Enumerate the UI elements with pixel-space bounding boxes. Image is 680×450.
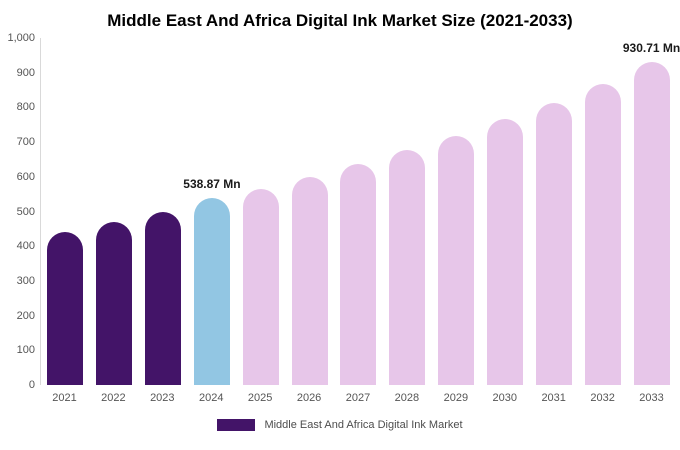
y-tick-label: 0 <box>28 379 35 391</box>
bar-2031 <box>535 102 572 385</box>
chart-title: Middle East And Africa Digital Ink Marke… <box>107 11 573 30</box>
bar-slot <box>236 38 285 385</box>
y-tick-label: 400 <box>16 240 35 253</box>
x-tick-label: 2021 <box>52 392 77 404</box>
x-axis: 2021 2022 2023 2024 2025 2026 2027 2028 2029 2030… <box>40 392 676 404</box>
bar-2030 <box>487 119 524 385</box>
y-tick-label: 200 <box>16 309 35 322</box>
bar-2025 <box>242 188 279 385</box>
data-label: 930.71 Mn <box>622 41 680 56</box>
legend-label: Middle East And Africa Digital Ink Marke… <box>264 419 463 431</box>
y-axis: 1,000 900 800 700 600 500 400 300 200 100 0 <box>2 32 40 391</box>
bar-slot <box>90 38 139 385</box>
x-tick-label: 2024 <box>198 392 224 404</box>
bar-slot <box>432 38 481 385</box>
bar-2022 <box>96 221 133 385</box>
plot-column: 538.87 Mn 930.71 Mn 2021 2022 2023 2024 2025 2… <box>40 38 680 404</box>
x-tick-label: 2027 <box>345 392 371 404</box>
y-tick-label: 1,000 <box>7 32 35 44</box>
bar-chart: 1,000 900 800 700 600 500 400 300 200 100 0 538.87… <box>2 32 680 404</box>
bar-slot <box>285 38 334 385</box>
x-tick-label: 2025 <box>247 392 273 404</box>
x-tick-label: 2022 <box>101 392 126 404</box>
bar-slot <box>578 38 627 385</box>
bar-2024 <box>193 198 230 385</box>
bar-2033 <box>633 62 670 385</box>
x-tick-label: 2030 <box>492 392 517 404</box>
bar-2021 <box>47 232 84 385</box>
y-tick-label: 900 <box>16 66 35 79</box>
x-tick-label: 2026 <box>296 392 322 404</box>
bar-2032 <box>584 83 621 385</box>
legend: Middle East And Africa Digital Ink Marke… <box>0 419 680 431</box>
bar-slot <box>529 38 578 385</box>
x-tick-label: 2028 <box>394 392 420 404</box>
bar-slot <box>41 38 90 385</box>
bar-slot: 930.71 Mn <box>623 38 680 385</box>
bar-2028 <box>389 150 426 385</box>
plot-area: 538.87 Mn 930.71 Mn <box>40 38 680 385</box>
y-tick-label: 600 <box>16 170 35 183</box>
bar-slot <box>383 38 432 385</box>
legend-swatch <box>217 419 256 431</box>
bar-2029 <box>438 135 475 385</box>
y-tick-label: 100 <box>16 344 35 357</box>
bar-2027 <box>340 163 377 385</box>
y-tick-label: 800 <box>16 101 35 114</box>
bar-slot <box>139 38 188 385</box>
bar-2023 <box>145 211 182 385</box>
bar-slot <box>334 38 383 385</box>
bar-slot <box>481 38 530 385</box>
y-tick-label: 500 <box>16 205 35 218</box>
x-tick-label: 2029 <box>443 392 469 404</box>
y-tick-label: 700 <box>16 136 35 149</box>
x-tick-label: 2031 <box>541 392 566 404</box>
y-tick-label: 300 <box>16 274 35 287</box>
x-tick-label: 2033 <box>639 392 664 404</box>
x-tick-label: 2023 <box>150 392 175 404</box>
bar-slot: 538.87 Mn <box>183 38 241 385</box>
data-label: 538.87 Mn <box>183 177 241 192</box>
bar-2026 <box>291 176 328 385</box>
x-tick-label: 2032 <box>590 392 615 404</box>
